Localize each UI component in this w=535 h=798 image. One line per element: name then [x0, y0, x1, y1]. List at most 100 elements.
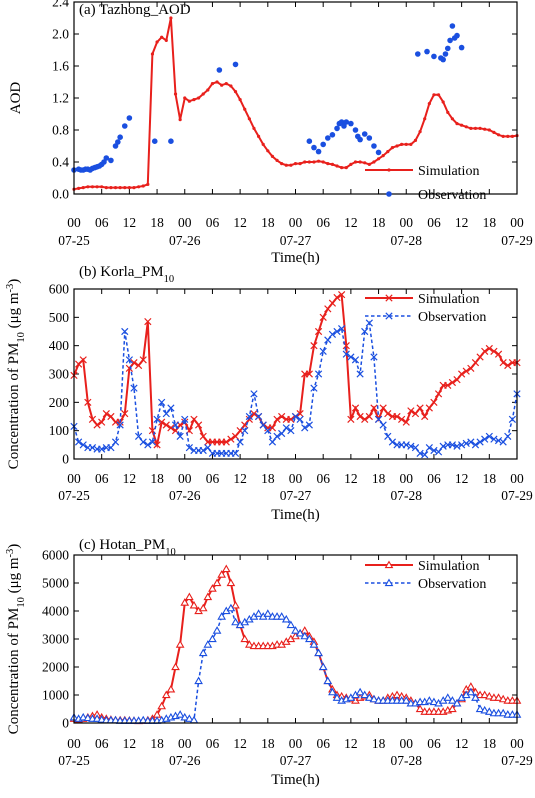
data-point: [84, 398, 92, 406]
data-point: [289, 163, 293, 167]
x-tick-label: 18: [150, 736, 164, 751]
data-point: [416, 404, 424, 412]
data-point: [158, 398, 166, 406]
data-point: [130, 359, 138, 367]
data-point: [280, 162, 284, 166]
data-point: [388, 438, 397, 446]
data-point: [220, 83, 224, 87]
data-point: [203, 640, 213, 648]
data-point: [161, 690, 171, 699]
data-point: [151, 138, 158, 144]
data-point: [141, 184, 145, 188]
x-tick-label: 00: [67, 736, 81, 751]
data-point: [180, 712, 190, 721]
data-point: [210, 82, 215, 86]
y-tick-label: 300: [49, 367, 70, 382]
data-point: [358, 160, 362, 164]
x-axis-label: Time(h): [271, 772, 320, 788]
data-point: [217, 612, 227, 620]
data-point: [364, 693, 374, 701]
data-point: [314, 370, 323, 378]
data-point: [411, 410, 420, 418]
x-tick-label: 18: [372, 736, 386, 751]
data-point: [189, 600, 199, 609]
data-point: [109, 186, 113, 190]
data-point: [323, 676, 333, 685]
data-point: [462, 439, 470, 448]
y-tick-label: 4000: [42, 604, 69, 619]
data-point: [487, 128, 491, 132]
data-point: [314, 648, 323, 657]
data-point: [93, 421, 101, 429]
legend-label: Observation: [418, 577, 486, 592]
data-point: [121, 327, 129, 336]
data-point: [444, 381, 452, 389]
data-point: [467, 438, 475, 446]
data-point: [233, 90, 238, 94]
x-date-label: 07-29: [501, 753, 533, 768]
legend: Simulation Observation: [365, 559, 486, 592]
series-observation: [70, 319, 521, 459]
data-point: [441, 100, 445, 104]
data-point: [440, 56, 446, 63]
x-tick-label: 12: [455, 471, 469, 486]
y-tick-label: 2.4: [52, 0, 69, 10]
data-point: [310, 342, 318, 350]
data-point: [413, 138, 418, 142]
data-point: [448, 441, 457, 449]
data-point: [206, 88, 210, 92]
data-point: [314, 327, 323, 336]
data-point: [192, 98, 196, 102]
data-point: [353, 160, 358, 164]
data-point: [203, 592, 213, 601]
data-point: [169, 16, 173, 20]
data-point: [318, 662, 328, 671]
data-point: [123, 186, 127, 190]
y-tick-label: 0.0: [52, 187, 69, 202]
data-point: [448, 696, 457, 704]
y-axis-label: Concentration of PM10 (μg m-3): [5, 544, 27, 735]
data-point: [443, 693, 453, 701]
data-point: [178, 118, 182, 122]
data-point: [137, 185, 141, 189]
data-point: [372, 160, 376, 164]
data-point: [125, 364, 133, 372]
data-point: [261, 142, 265, 146]
data-point: [241, 427, 249, 435]
data-point: [226, 603, 236, 612]
data-point: [199, 432, 207, 440]
data-point: [329, 132, 336, 138]
data-point: [423, 117, 427, 121]
data-point: [212, 626, 222, 634]
data-point: [390, 146, 395, 150]
data-point: [303, 160, 307, 164]
data-point: [102, 410, 110, 418]
data-point: [296, 415, 304, 423]
legend-label: Observation: [418, 188, 486, 203]
data-point: [275, 158, 279, 162]
x-tick-label: 18: [483, 736, 497, 751]
data-point: [287, 427, 295, 435]
y-tick-label: 0: [62, 452, 69, 467]
data-point: [407, 407, 415, 415]
data-point: [494, 693, 503, 701]
x-date-label: 07-28: [391, 233, 423, 248]
data-point: [115, 139, 121, 145]
data-point: [316, 159, 321, 163]
data-point: [506, 134, 510, 138]
data-point: [250, 390, 258, 398]
x-tick-label: 18: [150, 471, 164, 486]
chart-panel-3: 0 1000 2000 3000 4000 5000 6000 00 06 12 18 00 06 12 1…: [5, 537, 533, 788]
data-point: [411, 444, 420, 452]
data-point: [312, 160, 316, 164]
data-point: [458, 370, 466, 378]
data-point: [125, 356, 133, 364]
data-point: [430, 446, 438, 455]
data-point: [504, 361, 512, 370]
x-tick-label: 06: [95, 471, 109, 486]
data-point: [467, 364, 475, 372]
data-point: [343, 119, 350, 125]
data-point: [190, 415, 198, 423]
data-point: [476, 438, 484, 446]
x-tick-label: 12: [344, 215, 358, 230]
